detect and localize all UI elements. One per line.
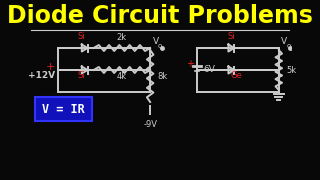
Text: Si: Si bbox=[77, 32, 85, 41]
Text: 6V: 6V bbox=[204, 64, 215, 73]
Text: 4k: 4k bbox=[117, 72, 127, 81]
Text: V = IR: V = IR bbox=[42, 102, 85, 116]
Text: Diode Circuit Problems: Diode Circuit Problems bbox=[7, 4, 313, 28]
Text: -9V: -9V bbox=[143, 120, 157, 129]
Text: V: V bbox=[153, 37, 159, 46]
Text: +12V: +12V bbox=[28, 71, 55, 80]
Text: Si: Si bbox=[228, 32, 235, 41]
Text: Ge: Ge bbox=[230, 71, 242, 80]
Text: +: + bbox=[186, 59, 194, 69]
FancyBboxPatch shape bbox=[35, 97, 92, 121]
Text: o: o bbox=[157, 43, 162, 49]
Text: o: o bbox=[286, 43, 290, 49]
Text: 8k: 8k bbox=[157, 71, 168, 80]
Text: +: + bbox=[46, 62, 55, 72]
Text: V: V bbox=[281, 37, 287, 46]
Text: 2k: 2k bbox=[117, 33, 127, 42]
Text: 5k: 5k bbox=[286, 66, 296, 75]
Text: Si: Si bbox=[77, 71, 85, 80]
